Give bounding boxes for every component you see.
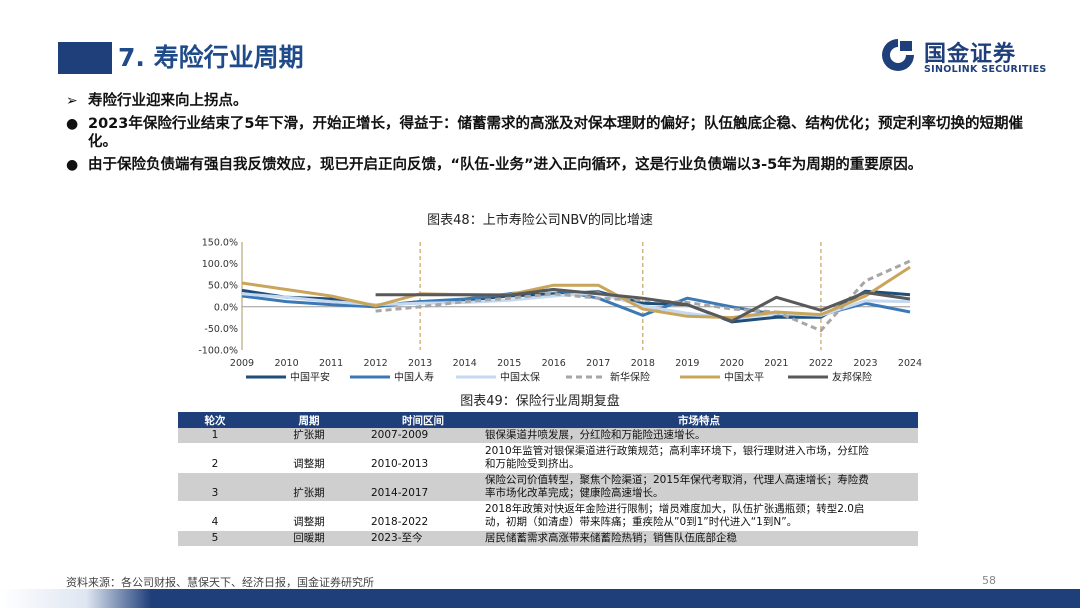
header-period: 周期 <box>252 412 366 428</box>
cell-round: 3 <box>178 472 252 502</box>
bullet-list: ➢ 寿险行业迎来向上拐点。 ● 2023年保险行业结束了5年下滑，开始正增长，得… <box>66 92 1026 179</box>
legend-label: 中国太保 <box>500 371 540 384</box>
x-tick-label: 2010 <box>274 358 298 369</box>
page-number: 58 <box>982 574 996 587</box>
bullet-text: 2023年保险行业结束了5年下滑，开始正增长，得益于：储蓄需求的高涨及对保本理财… <box>88 116 1023 150</box>
company-logo: 国金证券 SINOLINK SECURITIES <box>880 37 1060 83</box>
features-line: 2010年监管对银保渠道进行政策规范；高利率环境下，银行理财进入市场，分红险 <box>485 445 869 457</box>
bullet-item: ➢ 寿险行业迎来向上拐点。 <box>66 92 1026 110</box>
cell-features: 保险公司价值转型，聚焦个险渠道；2015年保代考取消，代理人高速增长；寿险费 率… <box>480 472 918 502</box>
slide-title: 7. 寿险行业周期 <box>118 43 304 72</box>
legend-label: 中国人寿 <box>394 371 434 384</box>
x-tick-label: 2022 <box>809 358 833 369</box>
legend-label: 友邦保险 <box>832 371 872 384</box>
cell-period: 回暖期 <box>252 530 366 547</box>
cell-round: 4 <box>178 501 252 531</box>
cell-range: 2018-2022 <box>366 501 480 531</box>
y-tick-label: -50.0% <box>204 324 238 335</box>
insurance-cycle-table: 轮次 周期 时间区间 市场特点 1 扩张期 2007-2009 银保渠道井喷发展… <box>178 412 918 547</box>
cell-round: 2 <box>178 443 252 473</box>
x-tick-label: 2014 <box>453 358 477 369</box>
y-tick-label: -100.0% <box>198 346 238 357</box>
header-features: 市场特点 <box>480 412 918 428</box>
bullet-item: ● 由于保险负债端有强自我反馈效应，现已开启正向反馈，“队伍-业务”进入正向循环… <box>66 156 1026 174</box>
y-tick-label: 150.0% <box>202 238 238 249</box>
cell-features: 居民储蓄需求高涨带来储蓄险热销；销售队伍底部企稳 <box>480 530 918 547</box>
x-tick-label: 2023 <box>853 358 877 369</box>
cell-period: 扩张期 <box>252 428 366 444</box>
dot-bullet-icon: ● <box>66 116 79 132</box>
cell-round: 5 <box>178 530 252 547</box>
table-row: 4 调整期 2018-2022 2018年政策对快返年金险进行限制；增员难度加大… <box>178 501 918 531</box>
cell-range: 2023-至今 <box>366 530 480 547</box>
x-tick-label: 2011 <box>319 358 343 369</box>
features-line: 保险公司价值转型，聚焦个险渠道；2015年保代考取消，代理人高速增长；寿险费 <box>485 474 869 486</box>
y-tick-label: 50.0% <box>208 281 238 292</box>
figure-49-title: 图表49：保险行业周期复盘 <box>460 394 620 409</box>
footer-bar <box>0 589 1080 608</box>
features-line: 2018年政策对快返年金险进行限制；增员难度加大，队伍扩张遇瓶颈；转型2.0启 <box>485 503 865 515</box>
table-header-row: 轮次 周期 时间区间 市场特点 <box>178 412 918 428</box>
x-tick-label: 2021 <box>764 358 788 369</box>
x-tick-label: 2024 <box>898 358 922 369</box>
header-range: 时间区间 <box>366 412 480 428</box>
cell-period: 调整期 <box>252 443 366 473</box>
x-tick-label: 2015 <box>497 358 521 369</box>
legend-label: 新华保险 <box>610 371 650 384</box>
features-line: 银保渠道井喷发展，分红险和万能险迅速增长。 <box>485 429 706 441</box>
cell-features: 银保渠道井喷发展，分红险和万能险迅速增长。 <box>480 428 918 444</box>
x-tick-label: 2018 <box>631 358 655 369</box>
legend-label: 中国平安 <box>290 371 330 384</box>
x-tick-label: 2013 <box>408 358 432 369</box>
table-row: 1 扩张期 2007-2009 银保渠道井喷发展，分红险和万能险迅速增长。 <box>178 428 918 444</box>
logo-english-name: SINOLINK SECURITIES <box>924 64 1047 75</box>
bullet-text: 由于保险负债端有强自我反馈效应，现已开启正向反馈，“队伍-业务”进入正向循环，这… <box>88 157 923 173</box>
cell-round: 1 <box>178 428 252 444</box>
arrow-bullet-icon: ➢ <box>66 93 78 109</box>
source-note: 资料来源：各公司财报、慧保天下、经济日报，国金证券研究所 <box>66 576 374 589</box>
table-row: 2 调整期 2010-2013 2010年监管对银保渠道进行政策规范；高利率环境… <box>178 443 918 473</box>
header-round: 轮次 <box>178 412 252 428</box>
dot-bullet-icon: ● <box>66 157 79 173</box>
features-line: 率市场化改革完成；健康险高速增长。 <box>485 487 664 499</box>
x-tick-label: 2009 <box>230 358 254 369</box>
series-line <box>375 288 911 323</box>
table-row: 3 扩张期 2014-2017 保险公司价值转型，聚焦个险渠道；2015年保代考… <box>178 472 918 502</box>
features-line: 居民储蓄需求高涨带来储蓄险热销；销售队伍底部企稳 <box>485 532 737 544</box>
x-tick-label: 2016 <box>542 358 566 369</box>
cell-features: 2018年政策对快返年金险进行限制；增员难度加大，队伍扩张遇瓶颈；转型2.0启 … <box>480 501 918 531</box>
cell-range: 2007-2009 <box>366 428 480 444</box>
figure-48-title: 图表48：上市寿险公司NBV的同比增速 <box>427 213 653 228</box>
series-line <box>375 259 911 333</box>
table-row: 5 回暖期 2023-至今 居民储蓄需求高涨带来储蓄险热销；销售队伍底部企稳 <box>178 530 918 547</box>
cell-period: 扩张期 <box>252 472 366 502</box>
legend-label: 中国太平 <box>724 371 764 384</box>
x-tick-label: 2017 <box>586 358 610 369</box>
title-accent-bar <box>58 42 112 74</box>
series-line <box>241 265 911 320</box>
logo-mark-icon <box>882 39 914 71</box>
x-tick-label: 2012 <box>364 358 388 369</box>
cell-period: 调整期 <box>252 501 366 531</box>
features-line: 动，初期（如清虚）带来阵痛；重疾险从”0到1”时代进入“1到N”。 <box>485 516 798 528</box>
y-tick-label: 0.0% <box>214 302 238 313</box>
features-line: 和万能险受到挤出。 <box>485 458 580 470</box>
y-tick-label: 100.0% <box>202 259 238 270</box>
logo-chinese-name: 国金证券 <box>924 42 1017 67</box>
x-tick-label: 2019 <box>675 358 699 369</box>
bullet-item: ● 2023年保险行业结束了5年下滑，开始正增长，得益于：储蓄需求的高涨及对保本… <box>66 115 1026 151</box>
cell-features: 2010年监管对银保渠道进行政策规范；高利率环境下，银行理财进入市场，分红险 和… <box>480 443 918 473</box>
cell-range: 2014-2017 <box>366 472 480 502</box>
x-tick-label: 2020 <box>720 358 744 369</box>
nbv-growth-line-chart: 150.0% 100.0% 50.0% 0.0% -50.0% -100.0%2009 20… <box>198 238 922 384</box>
cell-range: 2010-2013 <box>366 443 480 473</box>
bullet-text: 寿险行业迎来向上拐点。 <box>88 93 248 109</box>
